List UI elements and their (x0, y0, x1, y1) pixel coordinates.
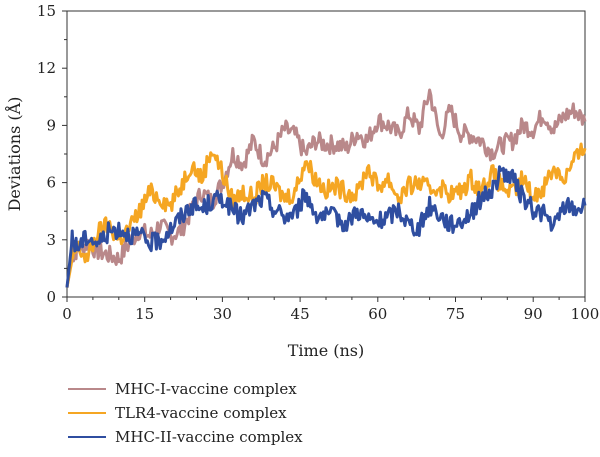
legend-label-1: MHC-I-vaccine complex (115, 380, 297, 398)
y-tick-label: 0 (46, 288, 56, 306)
legend-label-3: MHC-II-vaccine complex (115, 428, 303, 446)
x-tick-label: 45 (291, 305, 310, 323)
x-tick-label: 75 (446, 305, 465, 323)
x-tick-label: 90 (524, 305, 543, 323)
plot-frame (66, 10, 586, 298)
x-tick-label: 0 (62, 305, 72, 323)
x-axis: 0 15 30 45 60 75 90 100 (62, 297, 599, 323)
series-line-1 (65, 88, 587, 288)
x-tick-label: 100 (571, 305, 600, 323)
legend: MHC-I-vaccine complex TLR4-vaccine comple… (68, 380, 303, 446)
x-tick-label: 60 (368, 305, 387, 323)
series-layer (65, 88, 587, 288)
y-tick-label: 15 (37, 2, 56, 20)
y-axis-title: Deviations (Å) (4, 97, 24, 212)
y-tick-label: 12 (37, 59, 56, 77)
y-tick-label: 6 (46, 174, 56, 192)
plot-area (65, 10, 587, 298)
y-tick-label: 3 (46, 231, 56, 249)
legend-label-2: TLR4-vaccine complex (115, 404, 287, 422)
y-tick-label: 9 (46, 116, 56, 134)
x-tick-label: 30 (213, 305, 232, 323)
series-line-3 (65, 165, 587, 288)
x-tick-label: 15 (135, 305, 154, 323)
x-axis-title: Time (ns) (288, 341, 365, 360)
y-axis: 0 3 6 9 12 15 (37, 2, 67, 306)
